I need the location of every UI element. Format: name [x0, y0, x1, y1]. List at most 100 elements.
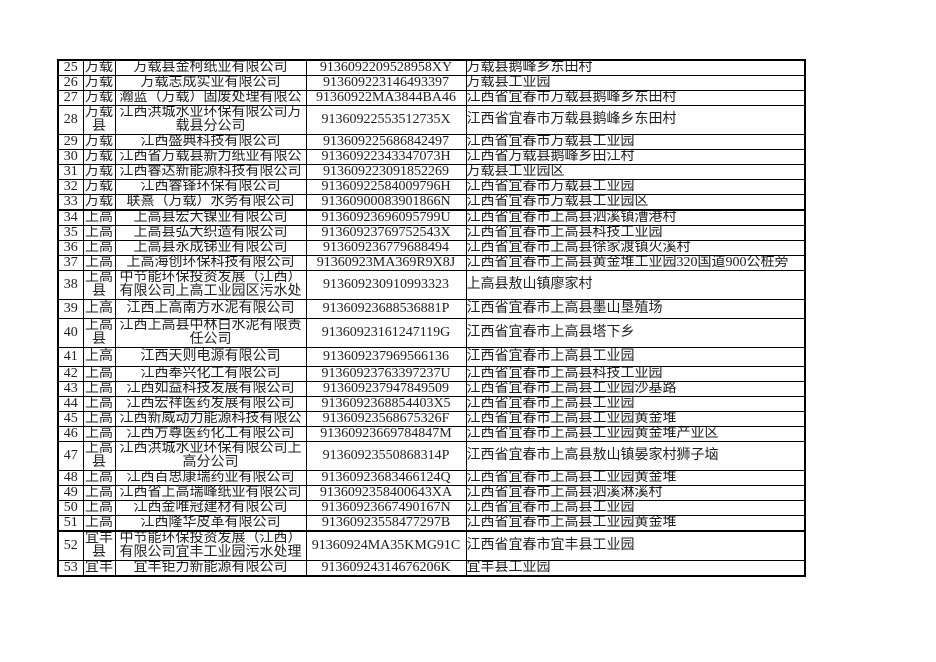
cell-company-name: 宜丰钜力新能源有限公司 — [114, 560, 307, 577]
cell-credit-code: 91360923558477297B — [305, 515, 467, 532]
cell-row-number: 48 — [57, 470, 84, 486]
cell-address: 江西省宜春市上高县科技工业园 — [465, 225, 806, 241]
cell-address: 万载县鹅峰乡东田村 — [465, 59, 806, 76]
cell-county: 上高 — [82, 255, 116, 271]
cell-company-name: 上高海创环保科技有限公司 — [114, 255, 307, 271]
table-row: 45 上高 江西新威动力能源科技有限公 91360923568675326F 江西省宜春… — [57, 411, 806, 427]
cell-address: 万载县工业园区 — [465, 164, 806, 180]
cell-credit-code: 9136092368854403X5 — [305, 396, 467, 412]
cell-county: 上高 — [82, 299, 116, 319]
cell-county: 万载 — [82, 90, 116, 106]
cell-county: 上高 — [82, 240, 116, 256]
cell-credit-code: 91360923550868314P — [305, 441, 467, 471]
cell-row-number: 39 — [57, 299, 84, 319]
cell-address: 江西省宜春市上高县泗溪镇漕港村 — [465, 209, 806, 226]
table-row: 52 宜丰县 中节能环保投资发展（江西）有限公司宜丰工业园污水处理 91360924M… — [57, 530, 806, 561]
cell-company-name: 万载县金柯纸业有限公司 — [114, 59, 307, 76]
cell-credit-code: 91360924314676206K — [305, 560, 467, 577]
cell-row-number: 46 — [57, 426, 84, 442]
cell-credit-code: 91360923161247119G — [305, 318, 467, 348]
cell-row-number: 40 — [57, 318, 84, 348]
cell-county: 万载 — [82, 179, 116, 195]
cell-row-number: 50 — [57, 500, 84, 516]
cell-credit-code: 91360922584009796H — [305, 179, 467, 195]
cell-address: 万载县工业园 — [465, 75, 806, 91]
cell-address: 江西省宜春市上高县泗溪淋溪村 — [465, 485, 806, 501]
cell-county: 上高县 — [82, 441, 116, 471]
cell-county: 万载 — [82, 149, 116, 165]
cell-company-name: 江西上高县中林白水泥有限责任公司 — [114, 318, 307, 348]
cell-credit-code: 913609223146493397 — [305, 75, 467, 91]
cell-county: 上高 — [82, 366, 116, 382]
table-row: 27 万载 瀚蓝（万载）固废处理有限公 91360922MA3844BA46 江西省宜春… — [57, 90, 806, 106]
cell-credit-code: 91360923669784847M — [305, 426, 467, 442]
cell-county: 宜丰县 — [82, 530, 116, 561]
cell-address: 江西省宜春市上高县工业园黄金堆产业区 — [465, 426, 806, 442]
cell-company-name: 上高县永成锑业有限公司 — [114, 240, 307, 256]
cell-row-number: 30 — [57, 149, 84, 165]
cell-company-name: 江西睿达新能源科技有限公司 — [114, 164, 307, 180]
cell-row-number: 44 — [57, 396, 84, 412]
cell-county: 上高 — [82, 411, 116, 427]
cell-county: 上高 — [82, 485, 116, 501]
cell-credit-code: 91360923769752543X — [305, 225, 467, 241]
cell-row-number: 49 — [57, 485, 84, 501]
cell-credit-code: 91360923763397237U — [305, 366, 467, 382]
cell-company-name: 江西方尊医药化工有限公司 — [114, 426, 307, 442]
cell-county: 上高 — [82, 426, 116, 442]
cell-credit-code: 9136092209528958XY — [305, 59, 467, 76]
cell-address: 江西省宜春市上高县黄金堆工业园320国道900公桩旁 — [465, 255, 806, 271]
cell-company-name: 江西隆华皮革有限公司 — [114, 515, 307, 532]
cell-address: 江西省宜春市上高县工业园沙基路 — [465, 381, 806, 397]
cell-row-number: 41 — [57, 347, 84, 367]
cell-county: 上高 — [82, 347, 116, 367]
cell-credit-code: 91360900083901866N — [305, 194, 467, 211]
cell-credit-code: 913609230910993323 — [305, 270, 467, 300]
cell-row-number: 25 — [57, 59, 84, 76]
cell-address: 江西省宜春市上高县墨山垦殖场 — [465, 299, 806, 319]
cell-company-name: 江西上高南方水泥有限公司 — [114, 299, 307, 319]
cell-county: 上高 — [82, 225, 116, 241]
table-row: 49 上高 江西省上高瑞峰纸业有限公司 9136092358400643XA 江西省宜春… — [57, 485, 806, 501]
cell-row-number: 47 — [57, 441, 84, 471]
cell-row-number: 51 — [57, 515, 84, 532]
cell-company-name: 江西天则电源有限公司 — [114, 347, 307, 367]
cell-company-name: 江西盛典科技有限公司 — [114, 134, 307, 150]
cell-company-name: 江西金唯冠建材有限公司 — [114, 500, 307, 516]
cell-row-number: 52 — [57, 530, 84, 561]
cell-county: 宜丰 — [82, 560, 116, 577]
table-row: 25 万载 万载县金柯纸业有限公司 9136092209528958XY 万载县鹅峰乡东… — [57, 59, 806, 76]
cell-row-number: 29 — [57, 134, 84, 150]
table-row: 50 上高 江西金唯冠建材有限公司 91360923667490167N 江西省宜春市上… — [57, 500, 806, 516]
cell-address: 江西省宜春市上高县工业园 — [465, 500, 806, 516]
cell-company-name: 上高县宏大镍业有限公司 — [114, 209, 307, 226]
cell-address: 上高县敖山镇廖家村 — [465, 270, 806, 300]
cell-county: 万载 — [82, 134, 116, 150]
cell-address: 江西省宜春市宜丰县工业园 — [465, 530, 806, 561]
cell-county: 上高 — [82, 209, 116, 226]
cell-address: 江西省宜春市万载县鹅峰乡东田村 — [465, 90, 806, 106]
cell-credit-code: 91360923688536881P — [305, 299, 467, 319]
cell-credit-code: 91360922343347073H — [305, 149, 467, 165]
table-row: 29 万载 江西盛典科技有限公司 913609225686842497 江西省宜春市万载… — [57, 134, 806, 150]
cell-credit-code: 91360923683466124Q — [305, 470, 467, 486]
cell-company-name: 江西奉兴化工有限公司 — [114, 366, 307, 382]
cell-company-name: 万载志成实业有限公司 — [114, 75, 307, 91]
table-row: 41 上高 江西天则电源有限公司 913609237969566136 江西省宜春市上高… — [57, 347, 806, 367]
cell-credit-code: 91360922553512735X — [305, 105, 467, 135]
cell-address: 江西省宜春市万载县鹅峰乡东田村 — [465, 105, 806, 135]
cell-company-name: 江西洪城水业环保有限公司上高分公司 — [114, 441, 307, 471]
cell-company-name: 中节能环保投资发展（江西）有限公司宜丰工业园污水处理 — [114, 530, 307, 561]
table-row: 42 上高 江西奉兴化工有限公司 91360923763397237U 江西省宜春市上高… — [57, 366, 806, 382]
cell-address: 江西省宜春市上高县工业园黄金堆 — [465, 411, 806, 427]
cell-county: 上高 — [82, 515, 116, 532]
cell-credit-code: 913609236779688494 — [305, 240, 467, 256]
cell-credit-code: 91360922MA3844BA46 — [305, 90, 467, 106]
cell-company-name: 联熹（万载）水务有限公司 — [114, 194, 307, 211]
cell-company-name: 江西新威动力能源科技有限公 — [114, 411, 307, 427]
cell-credit-code: 91360923MA369R9X8J — [305, 255, 467, 271]
cell-row-number: 43 — [57, 381, 84, 397]
cell-credit-code: 913609223091852269 — [305, 164, 467, 180]
cell-county: 万载 — [82, 59, 116, 76]
cell-county: 上高县 — [82, 318, 116, 348]
